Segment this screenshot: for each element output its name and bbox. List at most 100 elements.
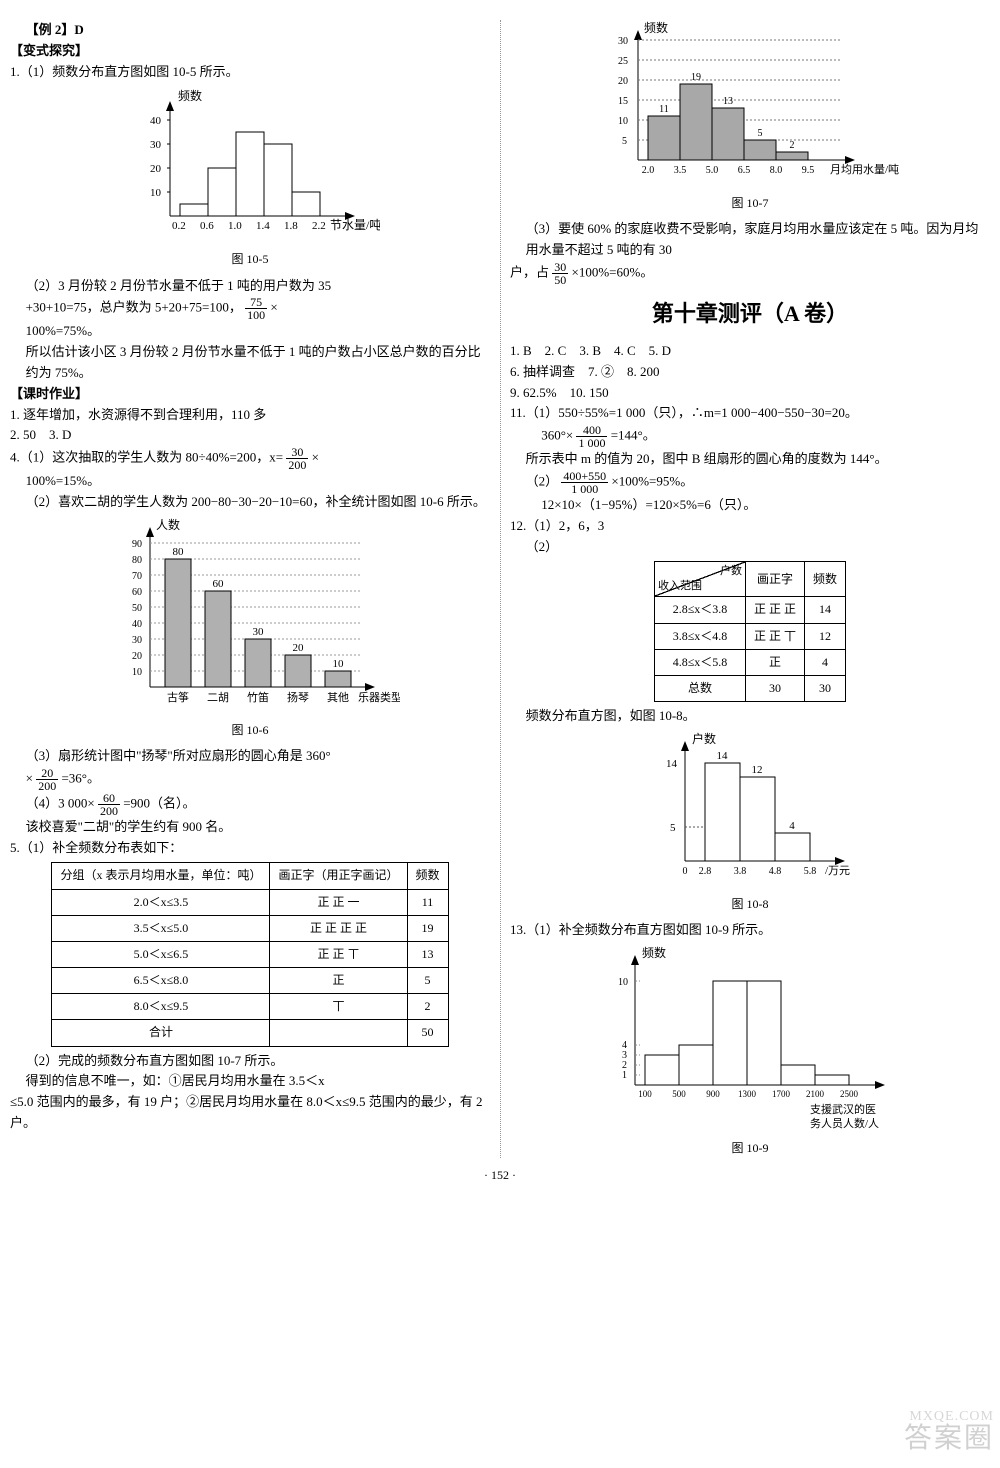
cont: ≤5.0 范围内的最多，有 19 户；②居民月均用水量在 8.0＜x≤9.5 范… [10, 1092, 490, 1134]
svg-text:80: 80 [132, 555, 142, 566]
svg-text:80: 80 [173, 546, 185, 558]
chart-10-6: 人数 102030 405060 708090 8060 302010 古筝二胡… [10, 517, 490, 740]
hw5-3a: （3）要使 60% 的家庭收费不受影响，家庭月均用水量应该定在 5 吨。因为月均… [510, 219, 990, 261]
svg-text:10: 10 [333, 658, 345, 670]
svg-text:15: 15 [618, 96, 628, 107]
hw5-3b: 户，占 3050 ×100%=60%。 [510, 261, 990, 286]
svg-text:12: 12 [752, 764, 763, 776]
chart-10-7: 频数 51015 202530 1119 1352 2.03.55.0 6.58… [510, 20, 990, 213]
svg-text:1.0: 1.0 [228, 220, 242, 232]
svg-text:40: 40 [132, 619, 142, 630]
svg-text:2.2: 2.2 [312, 220, 326, 232]
hw4-3b: × 20200 =36°。 [10, 767, 490, 792]
q12-2: （2） [510, 537, 990, 558]
svg-text:0.6: 0.6 [200, 220, 214, 232]
chart-10-8: 户数 514 14124 02.83.8 4.85.8 /万元 图 10-8 [510, 731, 990, 914]
svg-text:14: 14 [666, 758, 678, 770]
ans1-5: 1. B 2. C 3. B 4. C 5. D [510, 341, 990, 362]
svg-text:4: 4 [789, 820, 795, 832]
svg-text:务人员人数/人: 务人员人数/人 [810, 1117, 879, 1130]
svg-text:500: 500 [672, 1089, 686, 1099]
q11-2a: （2） 400+5501 000 ×100%=95%。 [510, 470, 990, 495]
svg-text:3.5: 3.5 [674, 165, 687, 176]
svg-text:5.8: 5.8 [804, 866, 817, 877]
svg-text:2.8: 2.8 [699, 866, 712, 877]
example-2: 【例 2】D [10, 20, 490, 41]
hw1: 1. 逐年增加，水资源得不到合理利用，110 多 [10, 405, 490, 426]
svg-text:19: 19 [691, 72, 701, 83]
svg-text:20: 20 [618, 76, 628, 87]
caption-10-5: 图 10-5 [10, 250, 490, 269]
homework-title: 【课时作业】 [10, 384, 490, 405]
svg-text:20: 20 [132, 651, 142, 662]
svg-text:频数: 频数 [642, 945, 666, 960]
variant-title: 【变式探究】 [10, 41, 490, 62]
svg-text:5: 5 [622, 136, 627, 147]
table-12: 户数 收入范围 画正字 频数 2.8≤x＜3.8正 正 正14 3.8≤x＜4.… [654, 561, 846, 702]
svg-text:0.2: 0.2 [172, 220, 186, 232]
svg-text:6.5: 6.5 [738, 165, 751, 176]
hw5-1: 5.（1）补全频数分布表如下： [10, 838, 490, 859]
svg-text:2: 2 [790, 140, 795, 151]
q1-1: 1.（1）频数分布直方图如图 10-5 所示。 [10, 62, 490, 83]
svg-text:70: 70 [132, 571, 142, 582]
svg-text:扬琴: 扬琴 [287, 690, 309, 704]
svg-text:10: 10 [150, 187, 162, 199]
svg-text:乐器类型: 乐器类型 [358, 690, 400, 704]
svg-text:14: 14 [717, 750, 729, 762]
ans6-8: 6. 抽样调查 7. ② 8. 200 [510, 362, 990, 383]
hw4-2: （2）喜欢二胡的学生人数为 200−80−30−20−10=60，补全统计图如图… [10, 492, 490, 513]
svg-text:1.8: 1.8 [284, 220, 298, 232]
q1-2d: 所以估计该小区 3 月份较 2 月份节水量不低于 1 吨的户数占小区总户数的百分… [10, 342, 490, 384]
caption-10-8: 图 10-8 [510, 895, 990, 914]
svg-text:二胡: 二胡 [207, 690, 229, 704]
q11-2b: 12×10×（1−95%）=120×5%=6（只）。 [510, 495, 990, 516]
svg-text:3: 3 [622, 1050, 627, 1061]
hw4-4: （4）3 000× 60200 =900（名）。 [10, 792, 490, 817]
svg-text:8.0: 8.0 [770, 165, 783, 176]
svg-text:2.0: 2.0 [642, 165, 655, 176]
hw4-4c: 该校喜爱"二胡"的学生约有 900 名。 [10, 817, 490, 838]
svg-text:10: 10 [618, 977, 628, 988]
hw4-1c: 100%=15%。 [10, 471, 490, 492]
svg-text:5.0: 5.0 [706, 165, 719, 176]
svg-text:1700: 1700 [772, 1089, 791, 1099]
svg-text:2100: 2100 [806, 1089, 825, 1099]
q12-1: 12.（1）2，6，3 [510, 516, 990, 537]
svg-text:竹笛: 竹笛 [247, 690, 269, 704]
svg-text:30: 30 [132, 635, 142, 646]
chart-10-5: 频数 10 20 30 40 0.20.6 1.01.4 1.82.2 节水量/… [10, 86, 490, 269]
hw5-2a: （2）完成的频数分布直方图如图 10-7 所示。 [10, 1051, 490, 1072]
svg-text:户数: 户数 [692, 731, 716, 746]
svg-text:25: 25 [618, 56, 628, 67]
q13-1: 13.（1）补全频数分布直方图如图 10-9 所示。 [510, 920, 990, 941]
hw5-2b: 得到的信息不唯一，如：①居民月均用水量在 3.5＜x [10, 1071, 490, 1092]
svg-text:50: 50 [132, 603, 142, 614]
svg-text:古筝: 古筝 [167, 690, 189, 704]
svg-text:5: 5 [670, 822, 676, 834]
svg-text:30: 30 [618, 36, 628, 47]
svg-text:频数: 频数 [178, 88, 202, 103]
svg-text:20: 20 [150, 163, 162, 175]
svg-text:频数: 频数 [644, 20, 668, 35]
svg-text:90: 90 [132, 539, 142, 550]
svg-text:900: 900 [706, 1089, 720, 1099]
svg-text:1: 1 [622, 1070, 627, 1081]
caption-10-7: 图 10-7 [510, 194, 990, 213]
hw4-1: 4.（1）这次抽取的学生人数为 80÷40%=200，x= 30200 × [10, 446, 490, 471]
caption-10-9: 图 10-9 [510, 1139, 990, 1158]
svg-text:人数: 人数 [156, 517, 180, 532]
q11-1c: 所示表中 m 的值为 20，图中 B 组扇形的圆心角的度数为 144°。 [510, 449, 990, 470]
q1-2c: 100%=75%。 [10, 321, 490, 342]
q12-3: 频数分布直方图，如图 10-8。 [510, 706, 990, 727]
test-title: 第十章测评（A 卷） [510, 296, 990, 331]
svg-text:2500: 2500 [840, 1089, 859, 1099]
svg-text:9.5: 9.5 [802, 165, 815, 176]
q11-1b: 360°× 4001 000 =144°。 [510, 424, 990, 449]
svg-text:13: 13 [723, 96, 733, 107]
svg-text:其他: 其他 [327, 691, 349, 704]
svg-text:10: 10 [618, 116, 628, 127]
page-number: · 152 · [10, 1166, 990, 1185]
svg-text:4.8: 4.8 [769, 866, 782, 877]
svg-text:11: 11 [659, 104, 669, 115]
